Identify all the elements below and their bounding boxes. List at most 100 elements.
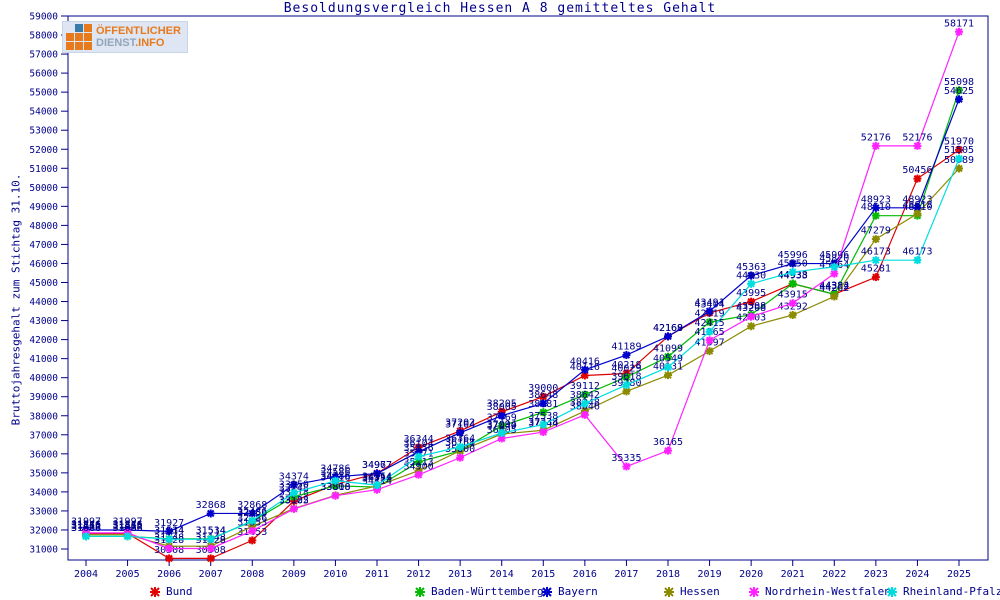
data-point-marker bbox=[539, 399, 548, 408]
data-point-label: 34967 bbox=[362, 460, 392, 471]
data-point-label: 38205 bbox=[487, 398, 517, 409]
legend-marker-icon bbox=[415, 586, 425, 597]
data-point-label: 42168 bbox=[653, 323, 683, 334]
x-tick-label: 2005 bbox=[116, 569, 140, 580]
y-tick-label: 35000 bbox=[29, 468, 58, 479]
data-point-marker bbox=[289, 504, 298, 513]
y-tick-label: 59000 bbox=[29, 12, 58, 23]
data-point-marker bbox=[539, 408, 548, 417]
legend-item-hessen: Hessen bbox=[662, 585, 720, 598]
data-point-label: 36364 bbox=[445, 433, 475, 444]
x-tick-label: 2011 bbox=[365, 569, 389, 580]
data-point-label: 36161 bbox=[445, 437, 475, 448]
data-point-label: 55098 bbox=[944, 77, 974, 88]
x-tick-label: 2008 bbox=[240, 569, 264, 580]
legend-label: Bund bbox=[166, 585, 193, 598]
data-point-label: 50456 bbox=[902, 165, 932, 176]
data-point-label: 38648 bbox=[528, 390, 558, 401]
data-point-marker bbox=[248, 526, 257, 535]
series-bayern: 31997 31997 31927 32868 32868 34374 34786 34967… bbox=[71, 86, 974, 536]
data-point-marker bbox=[331, 476, 340, 485]
data-point-label: 45550 bbox=[778, 259, 808, 270]
data-point-marker bbox=[747, 297, 756, 306]
x-tick-label: 2016 bbox=[573, 569, 597, 580]
data-point-label: 33800 bbox=[320, 482, 350, 493]
data-point-label: 33950 bbox=[279, 479, 309, 490]
watermark-logo[interactable]: ÖFFENTLICHER DIENST.INFO bbox=[62, 21, 188, 53]
data-point-marker bbox=[913, 256, 922, 265]
x-tick-label: 2013 bbox=[448, 569, 472, 580]
x-tick-label: 2019 bbox=[698, 569, 722, 580]
data-point-marker bbox=[830, 269, 839, 278]
data-point-label: 40416 bbox=[570, 356, 600, 367]
data-point-label: 31514 bbox=[154, 526, 184, 537]
data-point-marker bbox=[705, 336, 714, 345]
data-point-marker bbox=[955, 154, 963, 163]
data-point-label: 37202 bbox=[445, 417, 475, 428]
x-tick-label: 2009 bbox=[282, 569, 306, 580]
legend-label: Baden-Württemberg bbox=[431, 585, 544, 598]
data-point-marker bbox=[664, 446, 672, 455]
series-line bbox=[86, 158, 960, 540]
data-point-marker bbox=[788, 268, 797, 277]
series-line bbox=[86, 31, 960, 550]
data-point-marker bbox=[289, 488, 298, 497]
data-point-marker bbox=[664, 332, 672, 341]
data-point-marker bbox=[165, 527, 174, 536]
legend-marker-icon bbox=[887, 586, 897, 597]
series-line bbox=[86, 99, 960, 532]
data-point-label: 32868 bbox=[196, 500, 226, 511]
data-point-marker bbox=[871, 256, 880, 265]
data-point-marker bbox=[705, 327, 714, 336]
data-point-label: 48923 bbox=[861, 194, 891, 205]
y-tick-label: 36000 bbox=[29, 449, 58, 460]
x-axis: 2004 2005 2006 2007 2008 2009 2010 2011 2012 2013… bbox=[74, 560, 971, 580]
y-tick-label: 34000 bbox=[29, 487, 58, 498]
y-tick-label: 57000 bbox=[29, 50, 58, 61]
legend-marker-icon bbox=[664, 586, 674, 597]
data-point-label: 41099 bbox=[653, 343, 683, 354]
data-point-marker bbox=[913, 203, 922, 212]
data-point-marker bbox=[331, 481, 340, 490]
data-point-label: 54625 bbox=[944, 86, 974, 97]
legend-label: Bayern bbox=[558, 585, 598, 598]
legend-label: Nordrhein-Westfalen bbox=[765, 585, 891, 598]
data-point-label: 44262 bbox=[819, 283, 849, 294]
data-point-marker bbox=[747, 279, 756, 288]
data-point-label: 42169 bbox=[653, 323, 683, 334]
data-point-label: 36344 bbox=[404, 434, 434, 445]
data-point-marker bbox=[165, 535, 174, 544]
legend-item-baden-w-rttemberg: Baden-Württemberg bbox=[413, 585, 544, 598]
data-point-label: 39112 bbox=[570, 381, 600, 392]
data-point-label: 31752 bbox=[71, 521, 101, 532]
data-point-label: 45996 bbox=[778, 250, 808, 261]
data-point-marker bbox=[248, 516, 257, 525]
x-tick-label: 2012 bbox=[407, 569, 431, 580]
data-point-label: 48923 bbox=[902, 194, 932, 205]
y-tick-label: 49000 bbox=[29, 202, 58, 213]
data-point-label: 52176 bbox=[861, 132, 891, 143]
plot-border bbox=[67, 15, 989, 561]
y-tick-label: 48000 bbox=[29, 221, 58, 232]
data-point-marker bbox=[830, 262, 839, 271]
data-point-marker bbox=[955, 86, 963, 95]
y-tick-label: 31000 bbox=[29, 545, 58, 556]
x-tick-label: 2006 bbox=[157, 569, 181, 580]
data-point-label: 45363 bbox=[736, 262, 766, 273]
data-point-label: 43404 bbox=[695, 299, 725, 310]
data-point-marker bbox=[373, 481, 381, 490]
series-line bbox=[86, 90, 960, 540]
data-point-label: 31846 bbox=[71, 519, 101, 530]
legend-label: Hessen bbox=[680, 585, 720, 598]
data-point-marker bbox=[871, 273, 880, 282]
data-point-label: 44384 bbox=[819, 281, 849, 292]
data-point-marker bbox=[830, 292, 839, 301]
data-point-marker bbox=[414, 447, 423, 456]
x-tick-label: 2017 bbox=[614, 569, 638, 580]
data-point-label: 47279 bbox=[861, 226, 891, 237]
data-point-marker bbox=[539, 420, 548, 429]
legend-item-bund: Bund bbox=[148, 585, 193, 598]
series-rheinland-pfalz: 31666 31666 31514 31514 32486 33950 34586 34354… bbox=[71, 145, 974, 544]
